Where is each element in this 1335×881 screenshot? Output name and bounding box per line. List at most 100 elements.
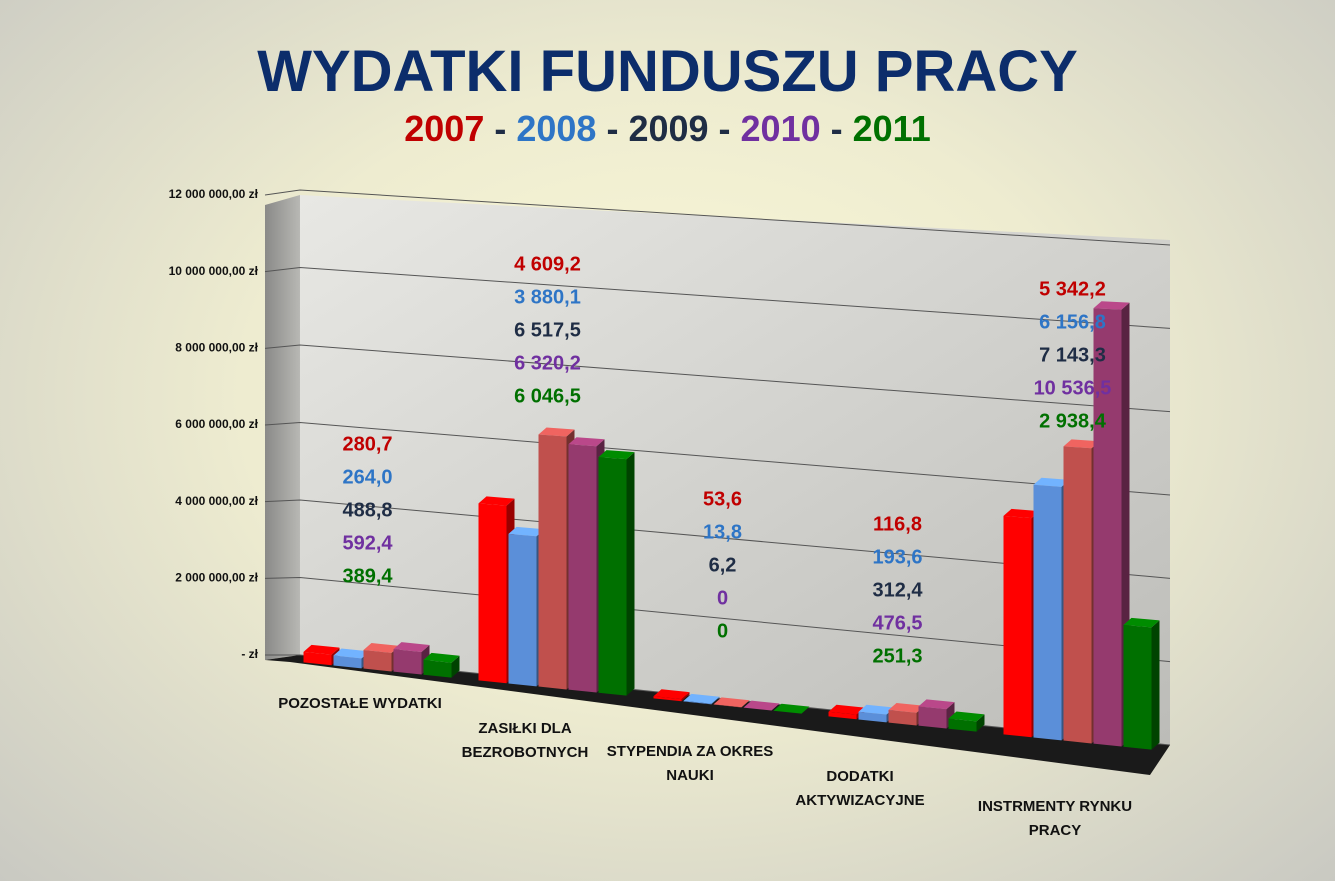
bar-top (363, 643, 400, 653)
bar (333, 655, 362, 669)
data-label: 5 342,2 (1039, 278, 1106, 300)
bar (303, 651, 332, 666)
grid-line (264, 189, 1171, 246)
bar-side (681, 692, 690, 702)
bar-top (478, 496, 515, 506)
y-tick-label: 6 000 000,00 zł (175, 417, 258, 431)
bar-top (828, 704, 865, 715)
grid-line (264, 344, 1171, 413)
y-tick-label: 4 000 000,00 zł (175, 494, 258, 508)
bar (538, 434, 567, 690)
bar-top (1123, 617, 1160, 628)
bar (1003, 515, 1032, 738)
bar (423, 659, 452, 678)
grid-line (264, 421, 1171, 496)
bar-top (568, 437, 605, 447)
bar (478, 503, 507, 684)
bar-top (918, 699, 955, 710)
bar (1063, 446, 1092, 744)
data-label: 251,3 (872, 645, 922, 667)
bar-top (653, 689, 690, 700)
bar (653, 696, 682, 702)
data-label: 7 143,3 (1039, 344, 1106, 366)
data-label: 280,7 (342, 433, 392, 455)
legend-separator: - (718, 108, 731, 149)
bar (713, 704, 742, 708)
data-label: 53,6 (703, 488, 742, 510)
bar (683, 700, 712, 705)
data-label: 6 046,5 (514, 385, 581, 407)
chart-title: WYDATKI FUNDUSZU PRACY (257, 39, 1078, 104)
bar-top (948, 711, 985, 722)
bar-side (976, 714, 985, 732)
bar-top (713, 697, 750, 708)
bar-top (743, 700, 780, 711)
x-tick-label: POZOSTAŁE WYDATKI (278, 695, 442, 712)
bar-top (1003, 508, 1040, 519)
bar-top (393, 642, 430, 652)
data-label: 0 (717, 620, 728, 642)
y-tick-label: 12 000 000,00 zł (169, 187, 259, 201)
bar-side (711, 696, 720, 705)
data-label: 476,5 (872, 612, 922, 634)
grid-line (264, 499, 1171, 579)
data-label: 193,6 (872, 546, 922, 568)
bar-side (626, 452, 635, 696)
bar-top (303, 644, 340, 655)
bar-top (508, 526, 545, 537)
data-label: 3 880,1 (514, 286, 581, 308)
data-label: 312,4 (872, 579, 923, 601)
y-tick-label: 2 000 000,00 zł (175, 571, 258, 585)
bar-top (333, 648, 370, 659)
bar (1123, 624, 1152, 750)
bar (828, 711, 857, 720)
bar-side (741, 700, 750, 708)
data-label: 10 536,5 (1034, 377, 1112, 399)
bar-top (858, 704, 895, 715)
legend-separator: - (606, 108, 619, 149)
data-label: 2 938,4 (1039, 410, 1107, 432)
data-label: 488,8 (342, 499, 392, 521)
bar-top (1033, 477, 1070, 487)
bar-top (683, 693, 720, 704)
floor (265, 655, 1170, 775)
bar (1033, 484, 1062, 741)
bar-top (538, 427, 575, 437)
bar-top (888, 702, 925, 713)
y-tick-label: 10 000 000,00 zł (169, 264, 259, 278)
bar-top (1093, 301, 1130, 310)
legend-entry: 2010 (740, 108, 821, 149)
data-label: 389,4 (342, 565, 393, 587)
legend-entry: 2008 (516, 108, 597, 149)
bar (888, 709, 917, 726)
side-wall (265, 195, 300, 660)
data-label: 6,2 (709, 554, 737, 576)
legend-entry: 2009 (628, 108, 709, 149)
legend: 2007-2008-2009-2010-2011 (0, 108, 1335, 150)
grid-line (264, 266, 1171, 329)
bar (393, 649, 422, 675)
x-tick-label: STYPENDIA ZA OKRES NAUKI (606, 743, 774, 784)
data-label: 0 (717, 587, 728, 609)
bar (948, 718, 977, 732)
y-tick-label: 8 000 000,00 zł (175, 341, 258, 355)
bar-top (1063, 439, 1100, 449)
x-tick-label: DODATKI AKTYWIZACYJNE (795, 768, 925, 809)
data-label: 264,0 (342, 466, 392, 488)
bar-top (423, 652, 460, 663)
bar (1093, 308, 1122, 747)
legend-entry: 2007 (404, 108, 485, 149)
bar-side (451, 655, 460, 678)
data-label: 13,8 (703, 521, 742, 543)
bar (598, 457, 627, 696)
x-tick-label: INSTRMENTY RYNKU PRACY (977, 798, 1133, 839)
bar (858, 711, 887, 723)
data-label: 6 320,2 (514, 352, 581, 374)
bar (363, 650, 392, 672)
data-label: 4 609,2 (514, 253, 581, 275)
data-label: 592,4 (342, 532, 393, 554)
x-tick-label: ZASIŁKI DLA BEZROBOTNYCH (461, 720, 589, 761)
legend-separator: - (494, 108, 507, 149)
legend-separator: - (830, 108, 843, 149)
